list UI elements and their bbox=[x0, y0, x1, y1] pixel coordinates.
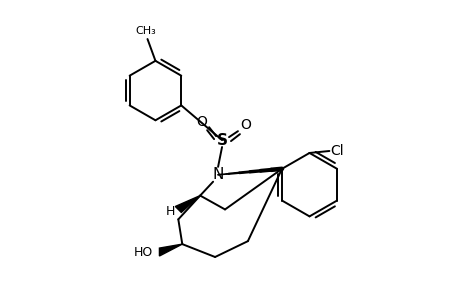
Polygon shape bbox=[159, 244, 182, 256]
Text: H: H bbox=[165, 205, 175, 218]
Text: N: N bbox=[212, 167, 223, 182]
Polygon shape bbox=[175, 196, 200, 212]
Text: HO: HO bbox=[134, 245, 153, 259]
Text: Cl: Cl bbox=[330, 144, 343, 158]
Text: S: S bbox=[216, 133, 227, 148]
Text: O: O bbox=[196, 115, 207, 129]
Text: O: O bbox=[240, 118, 251, 132]
Text: CH₃: CH₃ bbox=[135, 26, 156, 36]
